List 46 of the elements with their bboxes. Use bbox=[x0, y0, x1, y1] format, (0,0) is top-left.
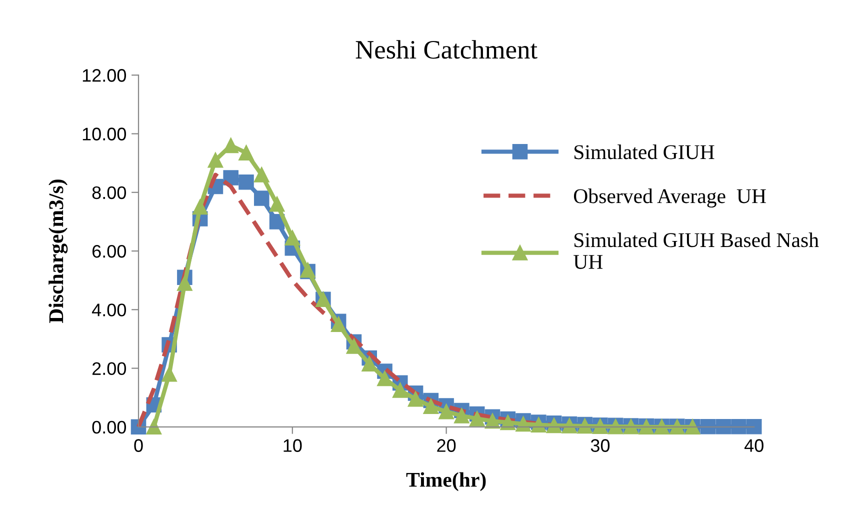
point bbox=[362, 356, 377, 372]
point bbox=[346, 338, 362, 354]
point bbox=[423, 398, 439, 414]
point bbox=[162, 366, 177, 382]
point bbox=[438, 404, 454, 420]
x-tick-label: 0 bbox=[134, 439, 143, 452]
x-tick-label: 20 bbox=[437, 439, 456, 452]
point bbox=[192, 199, 208, 215]
point bbox=[330, 316, 346, 332]
legend-label: Observed Average UH bbox=[574, 188, 766, 208]
point bbox=[469, 411, 485, 426]
point bbox=[269, 196, 285, 212]
point bbox=[238, 145, 254, 160]
point bbox=[377, 370, 392, 386]
legend-label: Simulated GIUH bbox=[574, 144, 714, 160]
point bbox=[254, 167, 270, 182]
y-tick-label: 4.00 bbox=[92, 304, 126, 316]
point bbox=[146, 419, 162, 435]
y-tick-label: 2.00 bbox=[92, 362, 126, 375]
point bbox=[208, 152, 224, 168]
chart-title: Neshi Catchment bbox=[356, 40, 538, 59]
point bbox=[716, 418, 731, 434]
y-tick-label: 6.00 bbox=[92, 244, 126, 258]
y-tick-label: 10.00 bbox=[82, 128, 126, 140]
point bbox=[408, 391, 424, 407]
y-axis-title: Discharge(m3/s) bbox=[48, 180, 68, 323]
point bbox=[284, 230, 300, 246]
point bbox=[516, 416, 531, 432]
point bbox=[392, 382, 408, 398]
legend-label: Simulated GIUH Based Nash UH bbox=[574, 232, 819, 269]
point bbox=[731, 418, 746, 434]
x-tick-label: 40 bbox=[744, 439, 764, 452]
x-axis-title: Time(hr) bbox=[406, 472, 486, 492]
x-tick-label: 30 bbox=[590, 439, 610, 452]
point bbox=[223, 138, 238, 154]
y-tick-label: 12.00 bbox=[82, 69, 126, 82]
point bbox=[700, 418, 716, 434]
point bbox=[238, 174, 254, 190]
point bbox=[177, 276, 192, 291]
point bbox=[454, 408, 470, 424]
point bbox=[500, 414, 516, 430]
point bbox=[254, 190, 270, 206]
x-tick-label: 10 bbox=[284, 439, 302, 452]
y-tick-label: 0.00 bbox=[92, 420, 126, 434]
point bbox=[746, 418, 762, 434]
y-tick-label: 8.00 bbox=[92, 186, 126, 200]
